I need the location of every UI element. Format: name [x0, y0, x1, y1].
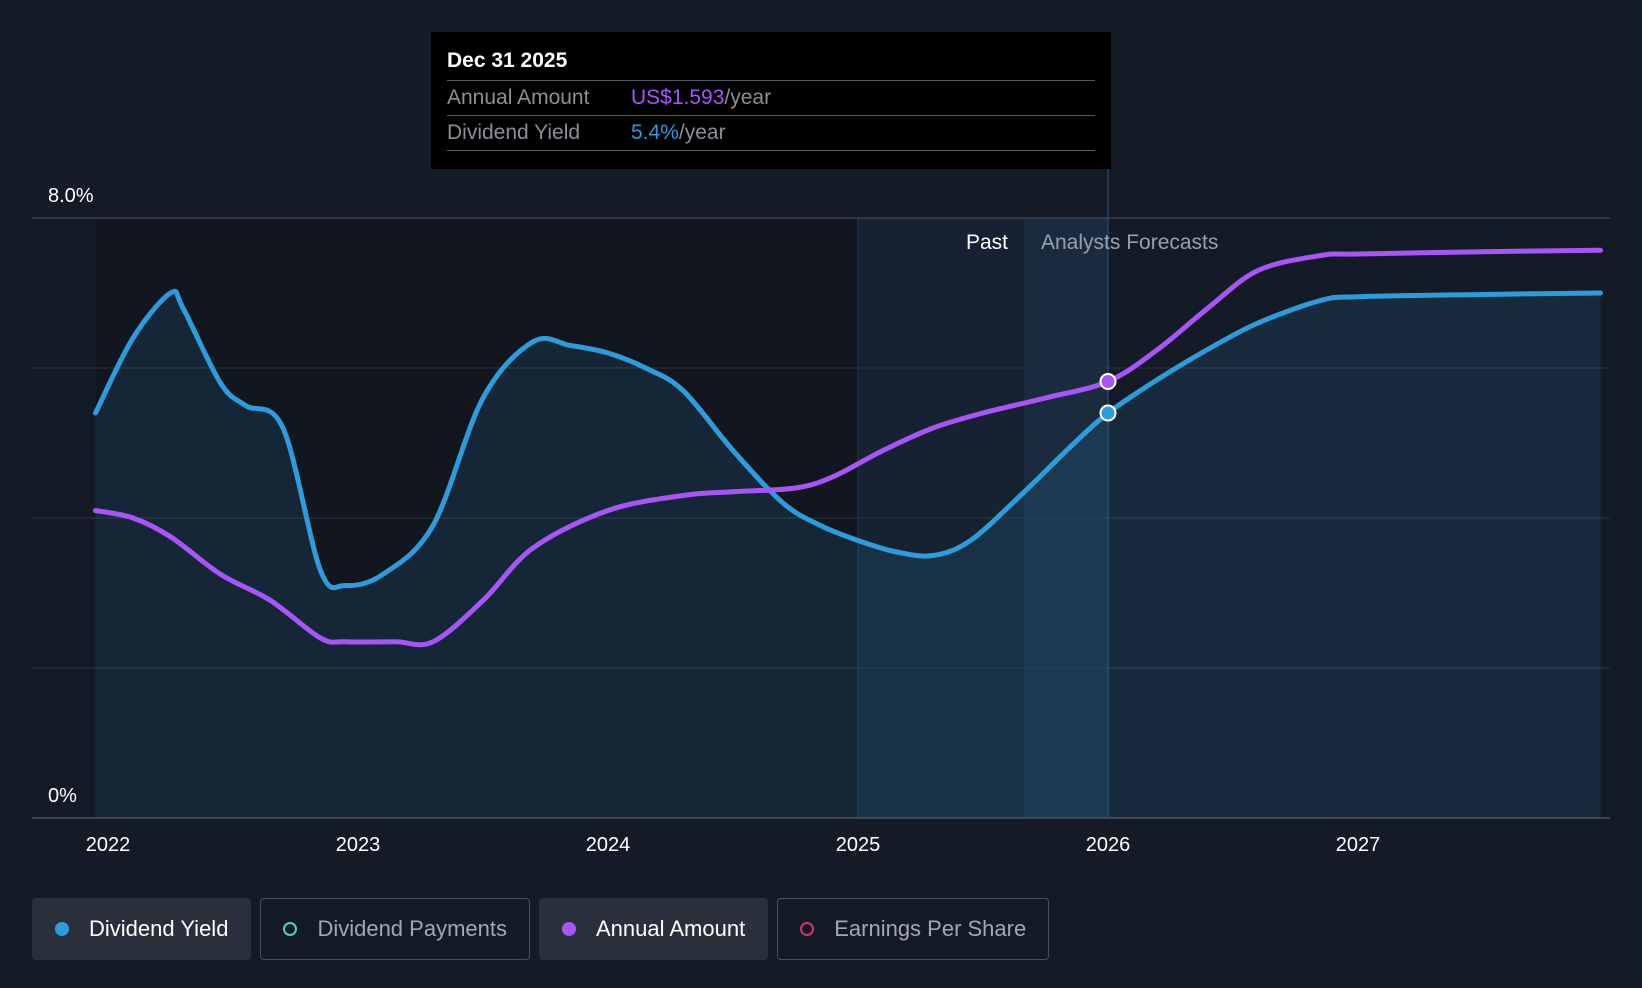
- legend-label: Dividend Payments: [317, 916, 507, 941]
- y-tick-label: 8.0%: [48, 185, 94, 207]
- tooltip: Dec 31 2025 Annual Amount US$1.593 /year…: [431, 32, 1111, 169]
- chart-areas: [95, 291, 1601, 818]
- tooltip-date: Dec 31 2025: [447, 49, 568, 72]
- chart-labels: 8.0% 0% 2022 2023 2024 2025 2026 2027 Past Analys…: [48, 185, 1380, 856]
- chart-markers: [1099, 373, 1117, 422]
- tooltip-value: 5.4%: [631, 121, 679, 144]
- chart-lines: [93, 247, 1603, 648]
- tooltip-label: Dividend Yield: [447, 121, 581, 144]
- x-tick-label: 2027: [1336, 834, 1381, 856]
- hollow-circle-icon: [800, 922, 815, 936]
- legend-earnings-per-share-button[interactable]: Earnings Per Share: [777, 898, 1050, 960]
- series-marker-0: [1099, 404, 1117, 422]
- legend-dividend-yield-button[interactable]: Dividend Yield: [32, 898, 252, 960]
- series-line-1: [93, 247, 1603, 648]
- legend-annual-amount-button[interactable]: Annual Amount: [538, 898, 769, 960]
- tooltip-label: Annual Amount: [447, 86, 590, 109]
- y-tick-label: 0%: [48, 785, 77, 807]
- chart-grid: [32, 168, 1610, 819]
- tooltip-row-dividend-yield: Dividend Yield 5.4% /year: [447, 115, 1095, 151]
- hollow-circle-icon: [283, 922, 298, 936]
- series-line-0: [93, 288, 1603, 591]
- tooltip-value: US$1.593: [631, 86, 725, 109]
- x-tick-label: 2026: [1086, 834, 1131, 856]
- x-tick-label: 2023: [336, 834, 381, 856]
- tooltip-unit: /year: [678, 121, 726, 144]
- past-label: Past: [966, 231, 1008, 254]
- filled-circle-icon: [55, 922, 69, 936]
- series-area-0: [95, 291, 1601, 818]
- legend-label: Earnings Per Share: [834, 916, 1027, 941]
- legend-label: Dividend Yield: [89, 916, 229, 941]
- series-marker-1: [1099, 373, 1117, 390]
- forecast-label: Analysts Forecasts: [1041, 231, 1218, 254]
- x-tick-label: 2024: [586, 834, 631, 856]
- x-tick-label: 2025: [836, 834, 881, 856]
- x-tick-label: 2022: [86, 834, 131, 856]
- tooltip-unit: /year: [724, 86, 772, 109]
- legend: Dividend Yield Dividend Payments Annual …: [32, 898, 1050, 960]
- filled-circle-icon: [561, 922, 576, 936]
- legend-dividend-payments-button[interactable]: Dividend Payments: [260, 898, 530, 960]
- legend-label: Annual Amount: [595, 916, 746, 941]
- tooltip-row-annual-amount: Annual Amount US$1.593 /year: [447, 80, 1095, 115]
